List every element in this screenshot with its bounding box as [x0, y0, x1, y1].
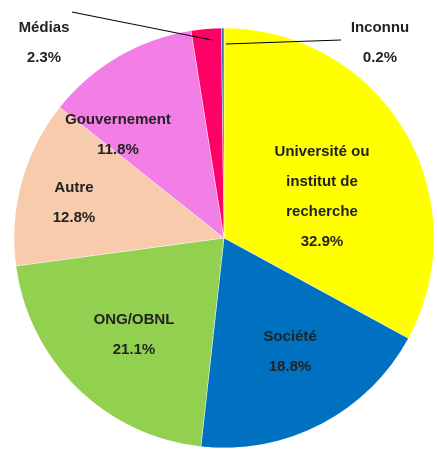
label-line: ONG/OBNL — [94, 311, 175, 328]
slice-label: Gouvernement — [65, 111, 171, 128]
label-line: Inconnu — [351, 19, 409, 36]
label-line: Gouvernement — [65, 111, 171, 128]
value-label: 11.8% — [97, 141, 139, 158]
label-line: Autre — [54, 179, 93, 196]
value-label: 2.3% — [27, 49, 61, 66]
label-line: Médias — [19, 19, 70, 36]
value-label: 0.2% — [363, 49, 397, 66]
value-label: 21.1% — [113, 341, 156, 358]
label-line: Université ou — [274, 143, 369, 160]
slice-label: ONG/OBNL — [94, 311, 175, 328]
label-line: institut de — [286, 173, 358, 190]
slice-label: Médias — [19, 19, 70, 36]
label-line: recherche — [286, 203, 358, 220]
slice-label: Inconnu — [351, 19, 409, 36]
leader-line — [225, 39, 342, 45]
value-label: 32.9% — [301, 233, 344, 250]
pie-slice — [221, 27, 225, 239]
leader-line — [71, 11, 213, 41]
slice-label: Autre — [54, 179, 93, 196]
value-label: 12.8% — [53, 209, 96, 226]
label-line: Société — [263, 328, 316, 345]
pie-slice — [13, 107, 225, 267]
pie-slice — [15, 237, 225, 448]
slice-label: Société — [263, 328, 316, 345]
pie-slice — [200, 237, 409, 449]
value-label: 18.8% — [269, 358, 312, 375]
pie-slice — [223, 27, 435, 339]
pie-slice — [59, 30, 225, 239]
slice-label: Université ou institut de recherche — [274, 143, 369, 220]
